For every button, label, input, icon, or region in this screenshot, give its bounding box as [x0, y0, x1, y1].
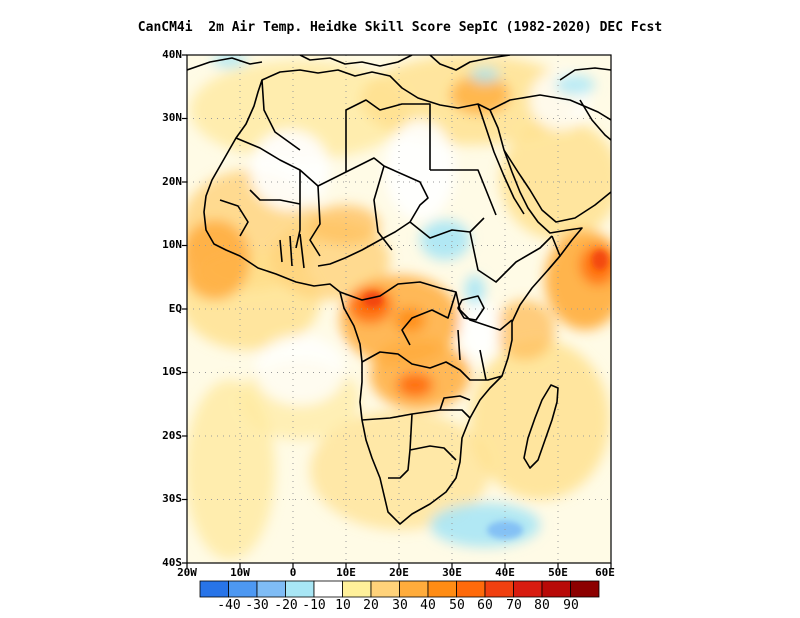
- lon-label-20e: 20E: [389, 566, 409, 579]
- colorbar-label: 70: [506, 598, 522, 613]
- colorbar-label: -20: [274, 598, 298, 613]
- colorbar-swatch: [199, 580, 229, 598]
- colorbar-label: 80: [534, 598, 550, 613]
- colorbar-swatch: [285, 580, 315, 598]
- colorbar-label: 10: [335, 598, 351, 613]
- lon-label-0: 0: [289, 566, 297, 579]
- colorbar-label: -30: [245, 598, 269, 613]
- axis-ticks: [182, 54, 612, 568]
- lat-label-20n: 20N: [162, 175, 182, 188]
- colorbar: [199, 580, 600, 598]
- lon-label-60e: 60E: [595, 566, 615, 579]
- chart-title: CanCM4i 2m Air Temp. Heidke Skill Score …: [137, 20, 663, 35]
- lat-label-30n: 30N: [162, 111, 182, 124]
- lon-label-30e: 30E: [442, 566, 462, 579]
- colorbar-label: 30: [392, 598, 408, 613]
- colorbar-swatch: [427, 580, 457, 598]
- lat-label-eq: EQ: [168, 302, 182, 315]
- lat-label-30s: 30S: [162, 492, 182, 505]
- colorbar-swatch: [570, 580, 600, 598]
- lon-label-20w: 20W: [177, 566, 197, 579]
- lon-label-10e: 10E: [336, 566, 356, 579]
- colorbar-label: 90: [563, 598, 579, 613]
- colorbar-swatch: [399, 580, 429, 598]
- colorbar-label: -40: [217, 598, 241, 613]
- colorbar-label: 40: [420, 598, 436, 613]
- lat-label-20s: 20S: [162, 429, 182, 442]
- colorbar-swatch: [541, 580, 571, 598]
- colorbar-swatch: [484, 580, 514, 598]
- coastlines: [187, 55, 611, 525]
- lat-label-10n: 10N: [162, 238, 182, 251]
- colorbar-label: 50: [449, 598, 465, 613]
- colorbar-swatch: [342, 580, 372, 598]
- colorbar-swatch: [456, 580, 486, 598]
- colorbar-swatch: [256, 580, 286, 598]
- lat-label-40s: 40S: [162, 556, 182, 569]
- lon-label-40e: 40E: [495, 566, 515, 579]
- lon-label-10w: 10W: [230, 566, 250, 579]
- colorbar-swatch: [513, 580, 543, 598]
- colorbar-label: 20: [363, 598, 379, 613]
- colorbar-swatch: [313, 580, 343, 598]
- lat-label-40n: 40N: [162, 48, 182, 61]
- colorbar-label: -10: [302, 598, 326, 613]
- colorbar-swatch: [370, 580, 400, 598]
- colorbar-swatch: [228, 580, 258, 598]
- lon-label-50e: 50E: [548, 566, 568, 579]
- lat-label-10s: 10S: [162, 365, 182, 378]
- colorbar-label: 60: [477, 598, 493, 613]
